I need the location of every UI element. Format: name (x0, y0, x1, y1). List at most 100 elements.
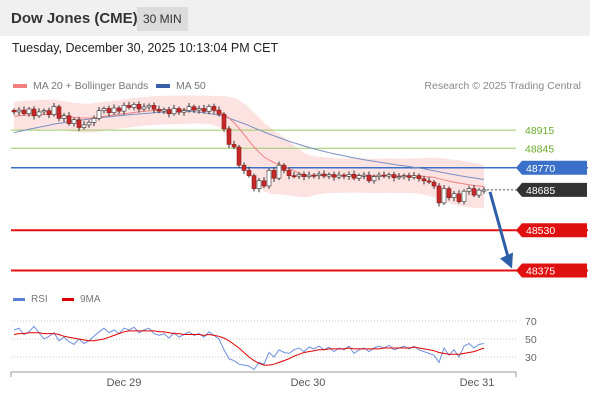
candle-down (106, 108, 112, 113)
candle-up (96, 110, 102, 119)
candle-down (31, 108, 37, 117)
rsi-tick-label: 30 (525, 352, 537, 364)
candle-down (381, 174, 387, 177)
header-bar: Dow Jones (CME) 30 MIN (0, 0, 590, 36)
candle-down (446, 188, 452, 199)
candle-up (61, 115, 67, 119)
legend-rsi: RSI (13, 294, 48, 305)
rsi-line (13, 325, 485, 371)
candle-down (191, 106, 197, 111)
candle-down (21, 109, 27, 115)
candle-down (211, 106, 217, 111)
candle-up (186, 106, 192, 111)
rsi-ma9-line (13, 330, 485, 366)
candle-down (456, 193, 462, 202)
candle-up (306, 174, 312, 177)
candle-up (371, 176, 377, 182)
x-tick-label: Dec 31 (460, 377, 495, 389)
candle-up (51, 106, 57, 115)
candle-up (256, 180, 262, 189)
candle-up (266, 170, 272, 187)
instrument-title: Dow Jones (CME) (11, 10, 138, 27)
rsi-swatch (13, 297, 25, 301)
level-label-48530: 48530 (526, 225, 555, 237)
candle-up (386, 174, 392, 177)
candle-down (251, 175, 257, 189)
candle-down (231, 144, 237, 148)
timeframe-badge[interactable]: 30 MIN (137, 7, 188, 31)
rsi-tick-label: 70 (525, 316, 537, 328)
level-tag-48375 (516, 263, 587, 278)
ma20-swatch (13, 84, 27, 89)
candle-down (151, 105, 157, 110)
candle-down (351, 174, 357, 179)
candle-up (441, 188, 447, 204)
level-label-48915: 48915 (525, 125, 554, 137)
candle-down (331, 174, 337, 178)
candle-down (166, 109, 172, 115)
candle-up (86, 122, 92, 126)
candle-down (261, 180, 267, 187)
candle-down (46, 110, 52, 115)
candle-down (241, 164, 247, 171)
candle-up (296, 174, 302, 177)
candle-up (196, 108, 202, 111)
candle-up (91, 118, 97, 123)
rsi-tick-label: 50 (525, 334, 537, 346)
legend-9ma: 9MA (62, 294, 101, 305)
candle-down (421, 178, 427, 182)
level-label-48375: 48375 (526, 266, 555, 278)
candle-down (271, 170, 277, 179)
candle-up (111, 107, 117, 113)
candle-down (116, 107, 122, 112)
level-tag-48770 (516, 160, 587, 175)
candle-up (336, 174, 342, 178)
legend-ma20: MA 20 + Bollinger Bands (13, 80, 148, 92)
candle-down (416, 175, 422, 180)
candle-up (71, 119, 77, 124)
ma50-swatch (156, 84, 170, 89)
candle-down (221, 113, 227, 130)
level-label-48685: 48685 (526, 185, 555, 197)
candle-down (471, 188, 477, 196)
candle-up (361, 174, 367, 177)
level-label-48845: 48845 (525, 143, 554, 155)
ma9-swatch (62, 297, 74, 301)
candle-up (326, 174, 332, 177)
candle-up (26, 108, 32, 115)
x-tick-label: Dec 29 (107, 377, 142, 389)
level-tag-48685 (516, 182, 587, 197)
bollinger-band (14, 95, 484, 209)
candle-up (276, 164, 282, 179)
legend-ma50-label: MA 50 (176, 80, 206, 92)
level-label-48770: 48770 (526, 163, 555, 175)
candle-down (216, 109, 222, 115)
candle-down (311, 174, 317, 177)
candle-down (11, 110, 17, 113)
candle-up (41, 110, 47, 113)
candle-down (136, 104, 142, 110)
candle-up (121, 105, 127, 112)
candle-down (56, 106, 62, 119)
candle-up (356, 175, 362, 179)
candle-up (161, 109, 167, 112)
candle-up (131, 104, 137, 108)
candle-up (476, 189, 482, 196)
candle-down (436, 185, 442, 204)
candle-up (171, 108, 177, 115)
research-credit: Research © 2025 Trading Central (424, 80, 581, 92)
candle-down (321, 173, 327, 177)
candle-up (316, 173, 322, 176)
candle-down (176, 108, 182, 113)
candle-down (431, 181, 437, 187)
candle-down (286, 170, 292, 176)
candle-down (156, 109, 162, 112)
forecast-arrow-head (500, 252, 513, 269)
candle-down (66, 115, 72, 124)
candle-up (346, 174, 352, 177)
candle-up (466, 188, 472, 192)
candle-up (451, 193, 457, 199)
candle-up (141, 106, 147, 110)
candle-up (146, 105, 152, 108)
